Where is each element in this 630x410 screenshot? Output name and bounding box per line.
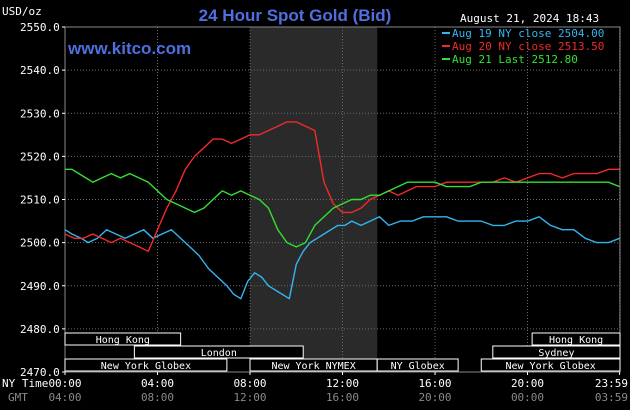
x-tick-label-gmt: 04:00 <box>48 391 81 404</box>
y-tick-label: 2520.0 <box>20 150 60 163</box>
x-tick-label-ny: 23:59 <box>595 377 628 390</box>
ny-time-label: NY Time <box>2 377 48 390</box>
y-tick-label: 2510.0 <box>20 194 60 207</box>
x-tick-label-gmt: 03:59 <box>595 391 628 404</box>
x-tick-label-gmt: 12:00 <box>233 391 266 404</box>
y-tick-label: 2490.0 <box>20 280 60 293</box>
y-tick-label: 2550.0 <box>20 21 60 34</box>
y-axis-unit: USD/oz <box>2 5 42 18</box>
x-tick-label-gmt: 20:00 <box>418 391 451 404</box>
x-tick-label-ny: 00:00 <box>48 377 81 390</box>
x-tick-label-ny: 16:00 <box>418 377 451 390</box>
x-tick-label-ny: 08:00 <box>233 377 266 390</box>
y-axis: 2470.02480.02490.02500.02510.02520.02530… <box>20 21 65 379</box>
x-tick-label-gmt: 00:00 <box>511 391 544 404</box>
session-label: Sydney <box>538 348 574 359</box>
session-label: NY Globex <box>391 361 445 372</box>
legend-entry: Aug 21 Last 2512.80 <box>452 53 578 66</box>
x-tick-label-gmt: 08:00 <box>141 391 174 404</box>
gmt-label: GMT <box>8 391 28 404</box>
session-label: Hong Kong <box>96 335 150 346</box>
x-tick-label-ny: 04:00 <box>141 377 174 390</box>
legend-entry: Aug 19 NY close 2504.00 <box>452 27 604 40</box>
x-tick-label-gmt: 16:00 <box>326 391 359 404</box>
chart-title: 24 Hour Spot Gold (Bid) <box>199 6 392 25</box>
y-tick-label: 2530.0 <box>20 107 60 120</box>
y-tick-label: 2500.0 <box>20 237 60 250</box>
x-tick-label-ny: 12:00 <box>326 377 359 390</box>
session-label: New York Globex <box>101 361 191 372</box>
session-label: New York NYMEX <box>271 361 355 372</box>
x-tick-label-ny: 20:00 <box>511 377 544 390</box>
session-label: New York Globex <box>505 361 595 372</box>
y-tick-label: 2480.0 <box>20 323 60 336</box>
session-label: London <box>201 348 237 359</box>
y-tick-label: 2540.0 <box>20 64 60 77</box>
legend-entry: Aug 20 NY close 2513.50 <box>452 40 604 53</box>
chart-timestamp: August 21, 2024 18:43 <box>460 12 599 25</box>
brand-link[interactable]: www.kitco.com <box>67 39 191 58</box>
session-label: Hong Kong <box>549 335 603 346</box>
